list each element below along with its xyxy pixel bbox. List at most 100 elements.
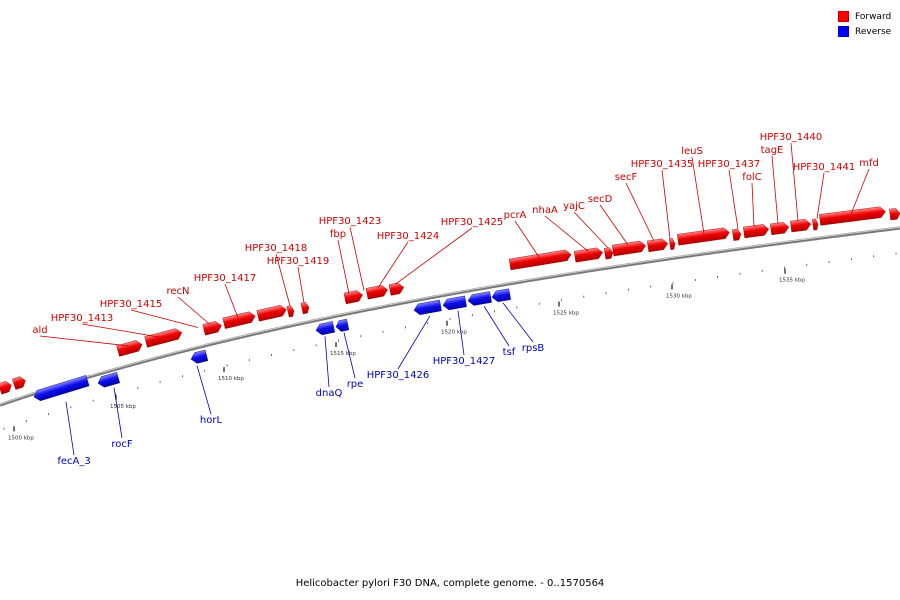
- gene-arrow[interactable]: [677, 227, 730, 246]
- gene-name: HPF30_1441: [793, 162, 855, 173]
- leader-line: [81, 323, 161, 338]
- leader-line: [196, 365, 212, 415]
- gene-arrow[interactable]: [819, 206, 886, 226]
- gene-name: HPF30_1418: [245, 243, 307, 254]
- gene-arrow[interactable]: [812, 218, 819, 231]
- gene-arrow[interactable]: [467, 291, 492, 307]
- gene-name: HPF30_1437: [698, 159, 760, 170]
- gene-label-leus: leuS: [681, 146, 705, 234]
- legend-forward: Forward: [838, 9, 891, 24]
- leader-line: [394, 227, 473, 285]
- leader-line: [275, 253, 291, 307]
- gene-arrow[interactable]: [573, 247, 603, 263]
- leader-line: [599, 204, 629, 246]
- gene-label-hpf30-1441: HPF30_1441: [793, 162, 855, 219]
- gene-arrow[interactable]: [365, 284, 389, 300]
- gene-name: fecA_3: [57, 456, 90, 467]
- gene-name: HPF30_1423: [319, 216, 381, 227]
- leader-line: [65, 401, 75, 456]
- forward-strand: ald HPF30_1413 HPF30_1415 recN HPF30_1417 HPF…: [0, 132, 900, 395]
- gene-label-feca-3: fecA_3: [57, 401, 91, 467]
- legend-reverse: Reverse: [838, 24, 891, 39]
- gene-name: horL: [200, 415, 223, 426]
- gene-arrow[interactable]: [144, 327, 184, 348]
- backbone-line: [0, 226, 900, 407]
- gene-arrow[interactable]: [315, 321, 335, 336]
- gene-label-yajc: yajC: [563, 201, 609, 249]
- gene-arrow[interactable]: [646, 238, 669, 253]
- gene-label-hpf30-1415: HPF30_1415: [100, 299, 199, 328]
- gene-label-hpf30-1426: HPF30_1426: [367, 315, 431, 381]
- gene-arrow[interactable]: [12, 375, 27, 390]
- gene-arrow[interactable]: [611, 240, 646, 257]
- gene-arrow[interactable]: [413, 299, 442, 316]
- tick-label: 1510 kbp: [218, 376, 244, 382]
- tick-label: 1500 kbp: [8, 435, 34, 441]
- gene-name: secD: [588, 194, 613, 205]
- gene-name: rocF: [111, 439, 133, 450]
- gene-label-hpf30-1440: HPF30_1440: [760, 132, 822, 222]
- gene-arrow[interactable]: [668, 238, 676, 250]
- gene-arrow[interactable]: [0, 380, 13, 395]
- forward-swatch: [838, 11, 849, 22]
- gene-label-folc: folC: [742, 172, 762, 227]
- gene-name: recN: [166, 286, 189, 297]
- leader-line: [349, 226, 365, 291]
- gene-label-ald: ald: [32, 325, 129, 347]
- gene-arrow[interactable]: [508, 249, 572, 271]
- legend-forward-label: Forward: [855, 11, 892, 22]
- gene-name: mfd: [859, 158, 879, 169]
- gene-arrow[interactable]: [116, 339, 144, 357]
- gene-arrow[interactable]: [256, 304, 288, 322]
- gene-arrow[interactable]: [442, 295, 467, 311]
- gene-name: fbp: [330, 229, 346, 240]
- leader-line: [337, 239, 350, 294]
- gene-arrow[interactable]: [190, 349, 209, 365]
- gene-arrow[interactable]: [889, 208, 900, 221]
- gene-arrow[interactable]: [790, 218, 812, 233]
- gene-name: HPF30_1424: [377, 231, 439, 242]
- tick-label: 1525 kbp: [553, 311, 579, 317]
- gene-label-nhaa: nhaA: [532, 205, 589, 252]
- gene-name: ald: [32, 325, 47, 336]
- gene-arrow[interactable]: [770, 222, 790, 236]
- leader-line: [39, 335, 129, 347]
- leader-line: [751, 182, 755, 227]
- gene-name: HPF30_1425: [441, 217, 503, 228]
- gene-arrow[interactable]: [222, 311, 257, 329]
- gene-arrow[interactable]: [491, 288, 511, 303]
- leader-line: [816, 172, 825, 219]
- leader-line: [514, 220, 541, 259]
- gene-arrow[interactable]: [343, 290, 364, 305]
- leader-line: [297, 266, 305, 303]
- legend: Forward Reverse: [838, 9, 891, 39]
- gene-arrow[interactable]: [202, 320, 223, 336]
- leader-line: [790, 142, 799, 222]
- backbone-highlight: [0, 226, 900, 405]
- gene-arrow[interactable]: [388, 282, 405, 296]
- gene-arrow[interactable]: [32, 375, 90, 402]
- gene-label-fbp: fbp: [330, 229, 350, 294]
- leader-line: [343, 332, 356, 379]
- gene-arrow[interactable]: [286, 305, 295, 318]
- gene-label-rocf: rocF: [111, 387, 133, 450]
- gene-arrow[interactable]: [335, 318, 350, 332]
- gene-label-tage: tagE: [761, 145, 783, 224]
- gene-name: folC: [742, 172, 761, 183]
- gene-label-hpf30-1437: HPF30_1437: [698, 159, 760, 230]
- gene-name: leuS: [681, 146, 703, 157]
- gene-arrow[interactable]: [603, 247, 614, 260]
- gene-label-hpf30-1425: HPF30_1425: [394, 217, 503, 285]
- gene-name: secF: [615, 172, 638, 183]
- tick-label: 1505 kbp: [110, 404, 136, 410]
- tick-label: 1520 kbp: [441, 330, 467, 336]
- gene-arrow[interactable]: [732, 228, 742, 241]
- gene-arrow[interactable]: [96, 372, 120, 388]
- gene-name: HPF30_1427: [433, 356, 495, 367]
- gene-label-rpe: rpe: [343, 332, 363, 390]
- gene-arrow[interactable]: [300, 302, 310, 315]
- leader-line: [544, 215, 589, 252]
- scale-tick: 1535 kbp: [779, 268, 805, 284]
- gene-arrow[interactable]: [743, 224, 770, 239]
